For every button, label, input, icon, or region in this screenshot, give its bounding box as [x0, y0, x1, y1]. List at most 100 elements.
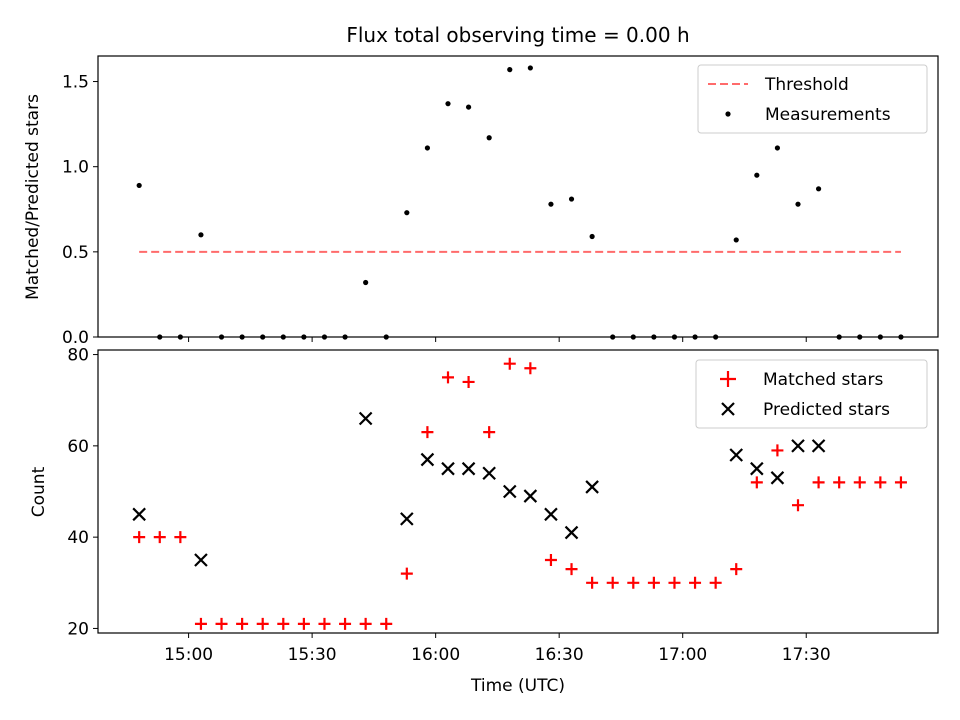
measurement-point	[424, 145, 431, 151]
matched-stars-point	[174, 531, 187, 544]
matched-stars-point	[215, 617, 228, 630]
legend-predicted-label: Predicted stars	[763, 400, 890, 420]
matched-stars-point	[894, 476, 907, 489]
x-tick-label: 17:00	[658, 645, 707, 665]
matched-stars-point	[421, 426, 434, 439]
matched-stars-point	[277, 617, 290, 630]
predicted-stars-point	[482, 466, 496, 481]
matched-stars-point	[627, 576, 640, 589]
matched-stars-point	[380, 617, 393, 630]
y-tick-label: 0.0	[62, 328, 89, 348]
matched-stars-point	[833, 476, 846, 489]
y-tick-label: 40	[67, 528, 89, 548]
bottom-x-axis: 15:00 15:30 16:00 16:30 17:00 17:30	[164, 633, 831, 665]
measurement-point	[815, 186, 822, 192]
predicted-stars-point	[132, 507, 146, 522]
legend-measurements-label: Measurements	[765, 105, 891, 125]
matched-stars-point	[483, 426, 496, 439]
matched-stars-point	[194, 617, 207, 630]
matched-stars-point	[400, 567, 413, 580]
x-tick-label: 15:30	[288, 645, 337, 665]
measurement-point	[198, 232, 204, 238]
measurement-point	[568, 196, 575, 202]
predicted-stars-point	[564, 525, 579, 540]
x-tick-label: 15:00	[164, 645, 213, 665]
measurement-point	[465, 104, 472, 110]
bottom-x-axis-label: Time (UTC)	[470, 676, 565, 696]
x-tick-label: 17:30	[782, 645, 831, 665]
measurement-point	[136, 182, 142, 189]
matched-stars-point	[668, 576, 681, 589]
legend-measurements-swatch	[725, 111, 731, 117]
matched-stars-point	[359, 617, 372, 630]
x-tick-label: 16:00	[411, 645, 460, 665]
bottom-y-axis-label: Count	[29, 466, 49, 517]
matched-stars-point	[318, 617, 331, 630]
predicted-stars-point	[420, 452, 435, 467]
predicted-stars-point	[441, 461, 455, 476]
matched-stars-point	[874, 476, 887, 489]
matched-stars-point	[544, 553, 557, 566]
measurement-point	[548, 201, 554, 207]
predicted-stars-point	[791, 439, 805, 453]
matched-stars-point	[503, 357, 516, 370]
bottom-legend: Matched stars Predicted stars	[695, 359, 928, 429]
y-tick-label: 20	[67, 619, 89, 639]
measurement-point	[486, 135, 492, 141]
legend-predicted-swatch	[721, 402, 735, 416]
matched-stars-point	[297, 617, 310, 630]
x-tick-label: 16:30	[535, 645, 584, 665]
bottom-y-axis: 20 40 60 80	[67, 346, 98, 639]
top-y-axis: 0.0 0.5 1.0 1.5	[62, 73, 98, 348]
measurement-point	[527, 65, 533, 71]
matched-stars-point	[730, 563, 743, 576]
predicted-stars-point	[400, 512, 414, 526]
top-x-axis	[188, 337, 807, 342]
measurement-point	[754, 172, 760, 178]
chart-title: Flux total observing time = 0.00 h	[346, 23, 689, 47]
matched-stars-point	[133, 531, 146, 544]
predicted-stars-point	[750, 461, 764, 476]
bottom-axes-frame	[97, 349, 939, 634]
measurement-point	[363, 279, 369, 286]
predicted-stars-point	[502, 484, 517, 499]
matched-stars-point	[812, 476, 825, 489]
matched-stars-point	[709, 576, 722, 589]
measurement-point	[733, 237, 739, 243]
predicted-stars-point	[194, 553, 208, 567]
predicted-stars-point	[770, 471, 785, 485]
top-panel: 0.0 0.5 1.0 1.5 Matched/Predicted stars Thr…	[23, 55, 939, 348]
matched-stars-point	[236, 617, 249, 630]
bottom-plot-area	[132, 357, 907, 630]
matched-stars-point	[339, 617, 352, 630]
matched-stars-point	[750, 476, 763, 489]
predicted-stars-point	[729, 448, 744, 462]
matched-stars-point	[442, 371, 454, 384]
y-tick-label: 80	[67, 346, 89, 366]
measurement-point	[404, 210, 410, 216]
matched-stars-point	[462, 375, 475, 388]
matched-stars-point	[153, 531, 166, 544]
top-y-axis-label: Matched/Predicted stars	[23, 94, 43, 300]
matched-stars-point	[792, 499, 804, 512]
y-tick-label: 1.0	[62, 158, 89, 178]
bottom-legend-frame	[695, 359, 928, 429]
predicted-stars-point	[811, 439, 826, 453]
measurement-point	[795, 201, 801, 207]
legend-matched-label: Matched stars	[763, 370, 883, 390]
predicted-stars-point	[585, 480, 599, 494]
measurement-point	[589, 233, 595, 240]
matched-stars-point	[689, 576, 702, 589]
top-axes-frame	[97, 55, 939, 338]
predicted-stars-point	[358, 411, 373, 426]
matched-stars-point	[853, 476, 866, 489]
measurement-point	[507, 67, 513, 73]
matched-stars-point	[565, 563, 578, 576]
top-legend: Threshold Measurements	[697, 64, 928, 134]
measurement-point	[774, 145, 781, 151]
y-tick-label: 60	[67, 437, 89, 457]
y-tick-label: 1.5	[62, 73, 89, 93]
top-legend-frame	[697, 64, 928, 134]
